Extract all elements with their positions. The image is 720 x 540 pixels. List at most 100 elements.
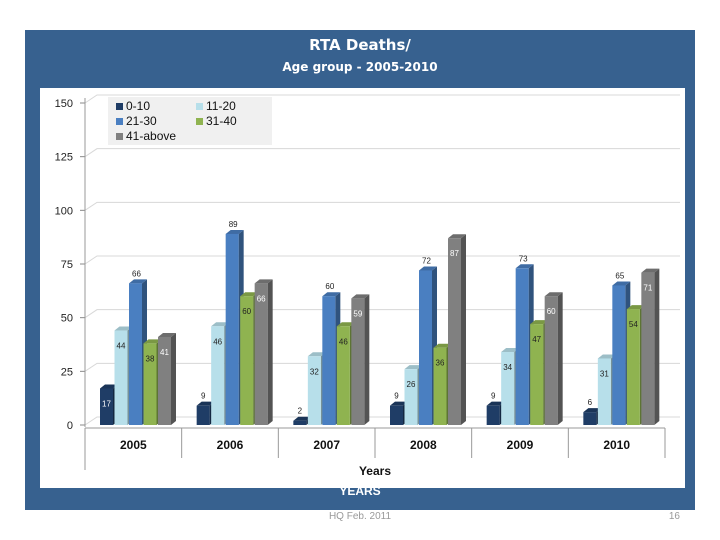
data-label: 60 <box>242 307 251 316</box>
category-label: 2006 <box>217 438 244 452</box>
legend-swatch <box>196 102 203 110</box>
data-label: 66 <box>257 294 266 303</box>
gridline <box>84 362 680 372</box>
bottom-years-label: YEARS <box>339 484 381 498</box>
bar-top <box>143 339 162 344</box>
title-line-1: RTA Deaths/ <box>309 36 411 54</box>
legend-label: 21-30 <box>126 114 157 128</box>
bar-side <box>557 292 563 425</box>
data-label: 47 <box>532 335 541 344</box>
bar-11-20 <box>404 369 418 425</box>
data-label: 60 <box>547 307 556 316</box>
bar-0-10 <box>583 412 597 425</box>
y-tick-label: 25 <box>61 366 73 378</box>
bar-top <box>544 292 563 297</box>
data-label: 87 <box>450 249 459 258</box>
bar-21-30 <box>322 296 336 425</box>
legend: 0-10 11-20 21-30 31-40 41-above <box>108 97 272 145</box>
bar-side <box>364 294 370 425</box>
bar-top <box>336 322 355 327</box>
legend-item: 11-20 <box>196 99 236 113</box>
bar-0-10 <box>100 388 113 425</box>
footer-text: HQ Feb. 2011 <box>328 511 392 522</box>
data-label: 71 <box>643 284 652 293</box>
bar-41-above <box>254 283 268 425</box>
bar-top <box>626 305 645 310</box>
bar-11-20 <box>114 330 128 425</box>
bar-top <box>225 229 244 234</box>
gridline <box>84 255 680 265</box>
bar-11-20 <box>307 356 321 425</box>
bar-21-30 <box>129 283 142 425</box>
data-label: 46 <box>213 337 222 346</box>
data-label: 38 <box>146 354 155 363</box>
data-label: 89 <box>229 220 238 229</box>
data-label: 17 <box>102 400 111 409</box>
gridline <box>84 416 680 426</box>
category-label: 2010 <box>603 438 630 452</box>
bar-top <box>583 408 602 413</box>
bar-41-above <box>641 272 655 425</box>
bar-top <box>448 234 466 239</box>
y-tick-label: 50 <box>61 313 73 325</box>
bar-top <box>211 322 230 327</box>
bar-top <box>486 401 505 406</box>
y-tick-label: 0 <box>67 420 73 432</box>
bar-21-30 <box>515 268 529 425</box>
data-label: 66 <box>132 269 141 278</box>
legend-label: 11-20 <box>206 99 236 113</box>
y-tick-label: 100 <box>55 205 73 217</box>
bar-top <box>114 326 133 331</box>
data-label: 60 <box>325 282 334 291</box>
bar-top <box>254 279 273 284</box>
legend-label: 0-10 <box>126 99 151 113</box>
bar-11-20 <box>501 352 515 425</box>
bar-top <box>100 384 118 389</box>
data-label: 65 <box>615 271 624 280</box>
bar-31-40 <box>240 296 254 425</box>
legend-label: 41-above <box>126 129 177 143</box>
legend-item: 31-40 <box>196 114 237 128</box>
bar-top <box>597 354 616 359</box>
category-label: 2008 <box>410 438 437 452</box>
title-line-2: Age group - 2005-2010 <box>282 60 438 74</box>
category-label: 2005 <box>120 438 147 452</box>
bar-31-40 <box>433 347 447 425</box>
bar-31-40 <box>626 309 640 425</box>
bar-side <box>461 234 466 425</box>
data-label: 2 <box>298 407 303 416</box>
data-label: 54 <box>629 320 638 329</box>
bar-31-40 <box>143 343 157 425</box>
data-label: 41 <box>160 348 169 357</box>
x-axis-title: Years <box>359 464 391 478</box>
bar-side <box>267 279 273 425</box>
legend-item: 21-30 <box>116 114 157 128</box>
bar-top <box>240 292 259 297</box>
bar-top <box>129 279 147 284</box>
data-label: 9 <box>201 392 206 401</box>
legend-swatch <box>196 117 203 125</box>
bar-top <box>612 281 631 286</box>
legend-item: 41-above <box>116 129 176 143</box>
bar-top <box>158 332 176 337</box>
bar-41-above <box>448 238 461 425</box>
data-label: 46 <box>339 337 348 346</box>
data-label: 26 <box>407 380 416 389</box>
bar-top <box>390 401 408 406</box>
bar-41-above <box>158 336 171 425</box>
bar-side <box>171 332 176 425</box>
page-number: 16 <box>668 511 680 522</box>
bar-0-10 <box>293 420 307 425</box>
gridline <box>84 94 680 104</box>
bar-11-20 <box>211 326 225 425</box>
data-label: 59 <box>353 309 362 318</box>
bar-top <box>322 292 341 297</box>
bar-top <box>196 401 215 406</box>
bar-top <box>419 266 437 271</box>
data-label: 9 <box>491 392 496 401</box>
data-label: 31 <box>600 369 609 378</box>
gridline <box>84 309 680 319</box>
bar-top <box>530 320 549 325</box>
data-label: 72 <box>422 256 431 265</box>
bar-21-30 <box>612 285 626 425</box>
